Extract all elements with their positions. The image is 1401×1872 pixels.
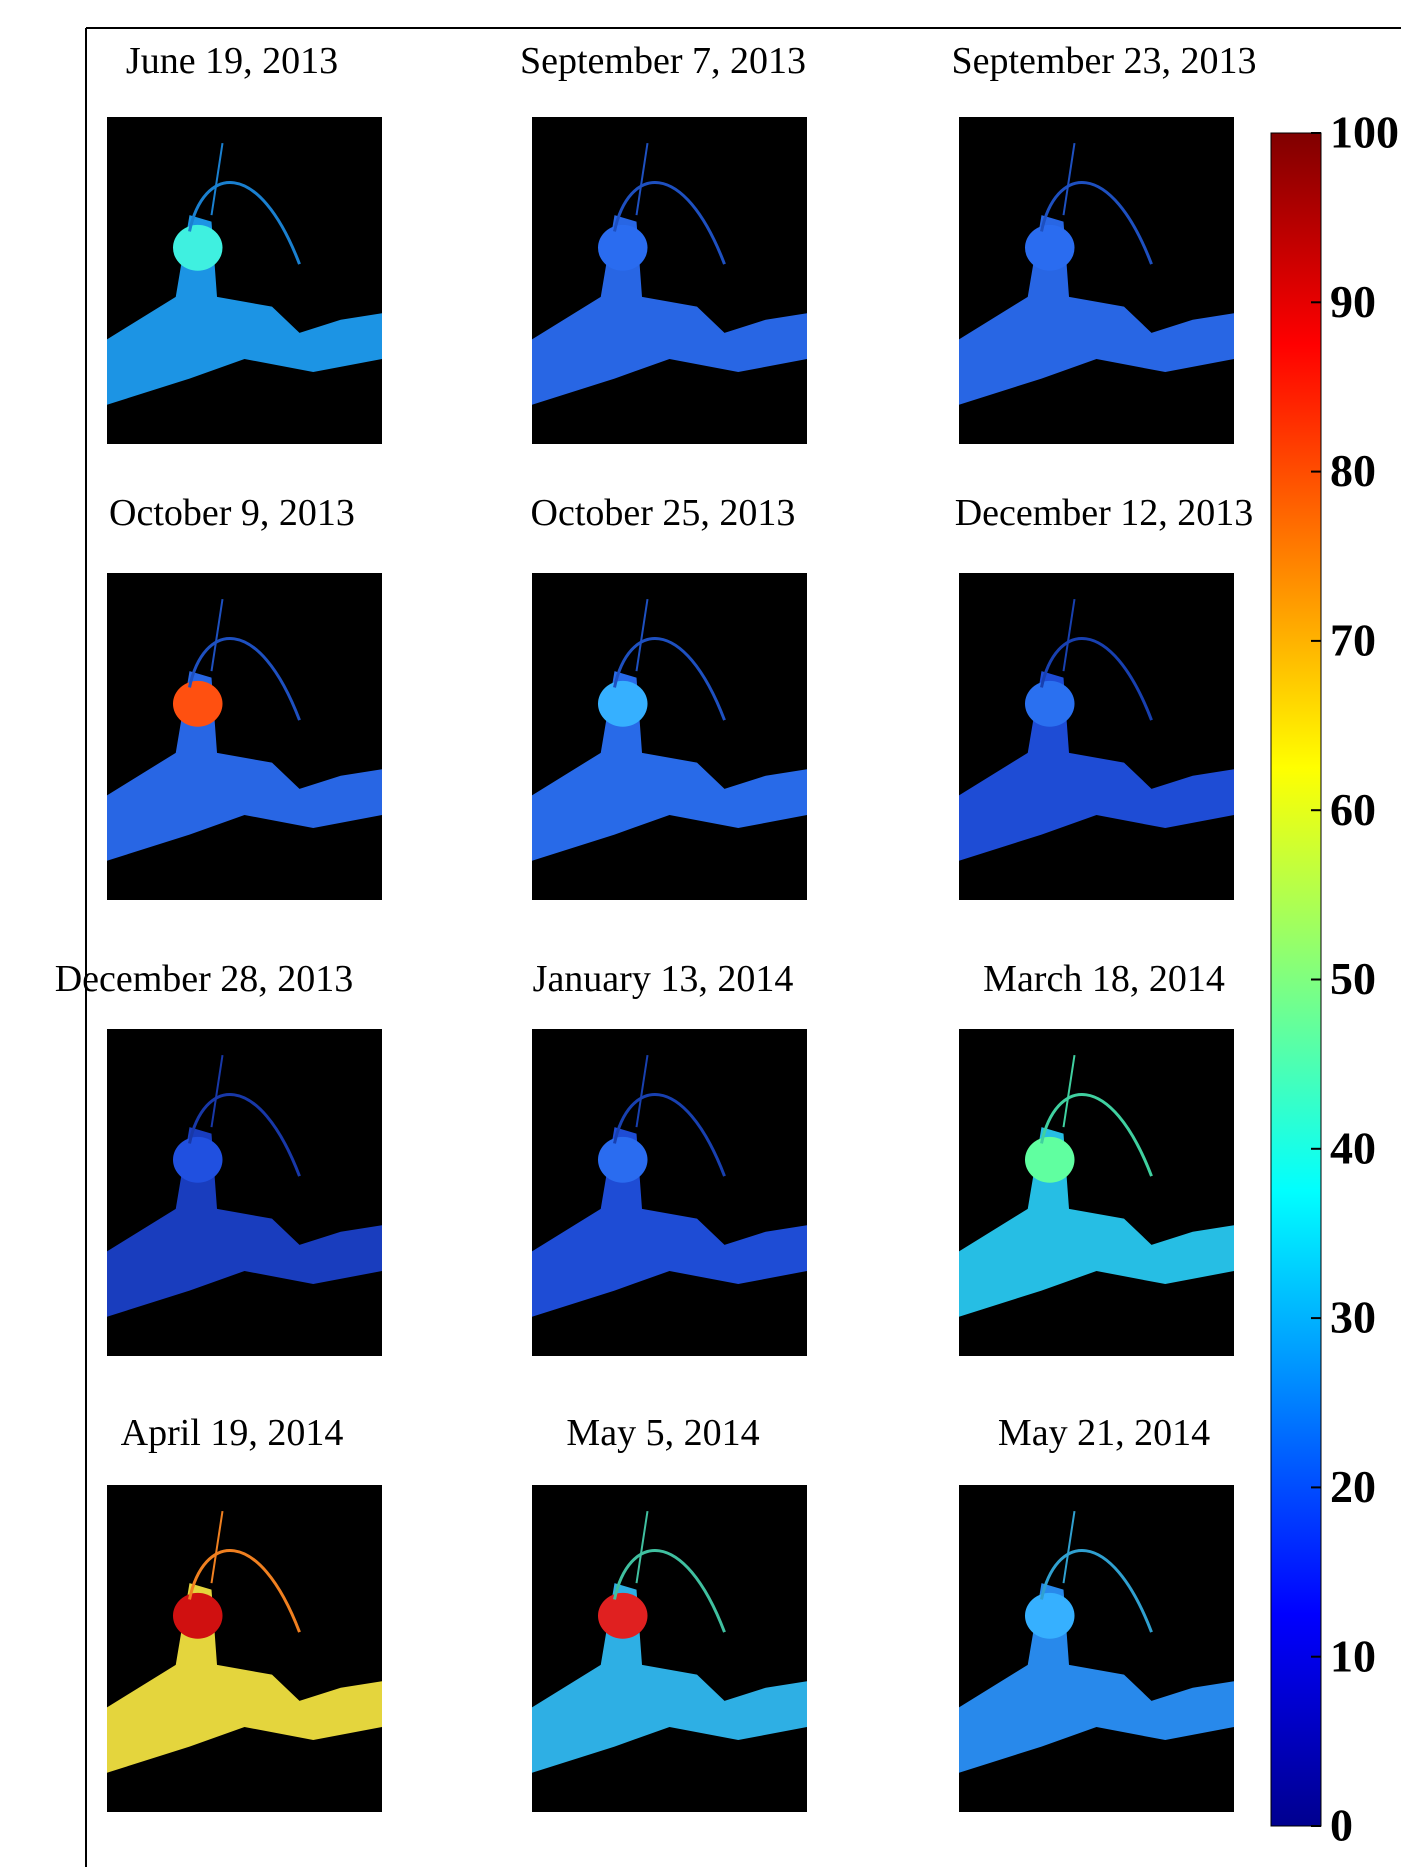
panel-title: October 9, 2013 bbox=[109, 492, 355, 534]
tick-label: 50 bbox=[1330, 953, 1376, 1004]
map-panel bbox=[107, 573, 382, 900]
water-highlight bbox=[598, 1593, 648, 1639]
water-highlight bbox=[173, 1593, 223, 1639]
panel-title: March 18, 2014 bbox=[983, 958, 1225, 1000]
map-panel bbox=[107, 1029, 382, 1356]
tick-label: 60 bbox=[1330, 784, 1376, 835]
panel-title: December 12, 2013 bbox=[955, 492, 1254, 534]
water-highlight bbox=[598, 1137, 648, 1183]
tick-label: 0 bbox=[1330, 1800, 1353, 1851]
figure: June 19, 2013 September 7, 2013 September … bbox=[0, 0, 1401, 1867]
panel-title: April 19, 2014 bbox=[121, 1412, 344, 1454]
water-highlight bbox=[598, 681, 648, 727]
water-highlight bbox=[173, 225, 223, 271]
tick-label: 100 bbox=[1330, 107, 1399, 158]
panel-title: May 21, 2014 bbox=[998, 1412, 1210, 1454]
map-panel bbox=[107, 117, 382, 444]
panel-title: September 23, 2013 bbox=[951, 40, 1256, 82]
panel-title: May 5, 2014 bbox=[566, 1412, 759, 1454]
water-highlight bbox=[1025, 1593, 1075, 1639]
tick-label: 30 bbox=[1330, 1292, 1376, 1343]
map-panel bbox=[959, 1029, 1234, 1356]
panel-title: January 13, 2014 bbox=[533, 958, 794, 1000]
tick-label: 40 bbox=[1330, 1122, 1376, 1173]
water-highlight bbox=[1025, 681, 1075, 727]
map-panel bbox=[532, 117, 807, 444]
panel-title: October 25, 2013 bbox=[531, 492, 796, 534]
water-highlight bbox=[173, 1137, 223, 1183]
water-highlight bbox=[173, 681, 223, 727]
tick-label: 10 bbox=[1330, 1630, 1376, 1681]
panel-title: December 28, 2013 bbox=[55, 958, 354, 1000]
map-panel bbox=[107, 1485, 382, 1812]
tick-label: 90 bbox=[1330, 276, 1376, 327]
tick-label: 80 bbox=[1330, 445, 1376, 496]
tick-label: 70 bbox=[1330, 614, 1376, 665]
page: {"chart_data": {"type": "heatmap-panels"… bbox=[0, 0, 1401, 1867]
map-panel bbox=[532, 1485, 807, 1812]
panel-title: September 7, 2013 bbox=[520, 40, 806, 82]
panel-title: June 19, 2013 bbox=[126, 40, 338, 82]
map-panel bbox=[532, 573, 807, 900]
map-panel bbox=[532, 1029, 807, 1356]
tick-label: 20 bbox=[1330, 1461, 1376, 1512]
map-panel bbox=[959, 117, 1234, 444]
map-panel bbox=[959, 1485, 1234, 1812]
water-highlight bbox=[1025, 1137, 1075, 1183]
water-highlight bbox=[598, 225, 648, 271]
map-panel bbox=[959, 573, 1234, 900]
water-highlight bbox=[1025, 225, 1075, 271]
